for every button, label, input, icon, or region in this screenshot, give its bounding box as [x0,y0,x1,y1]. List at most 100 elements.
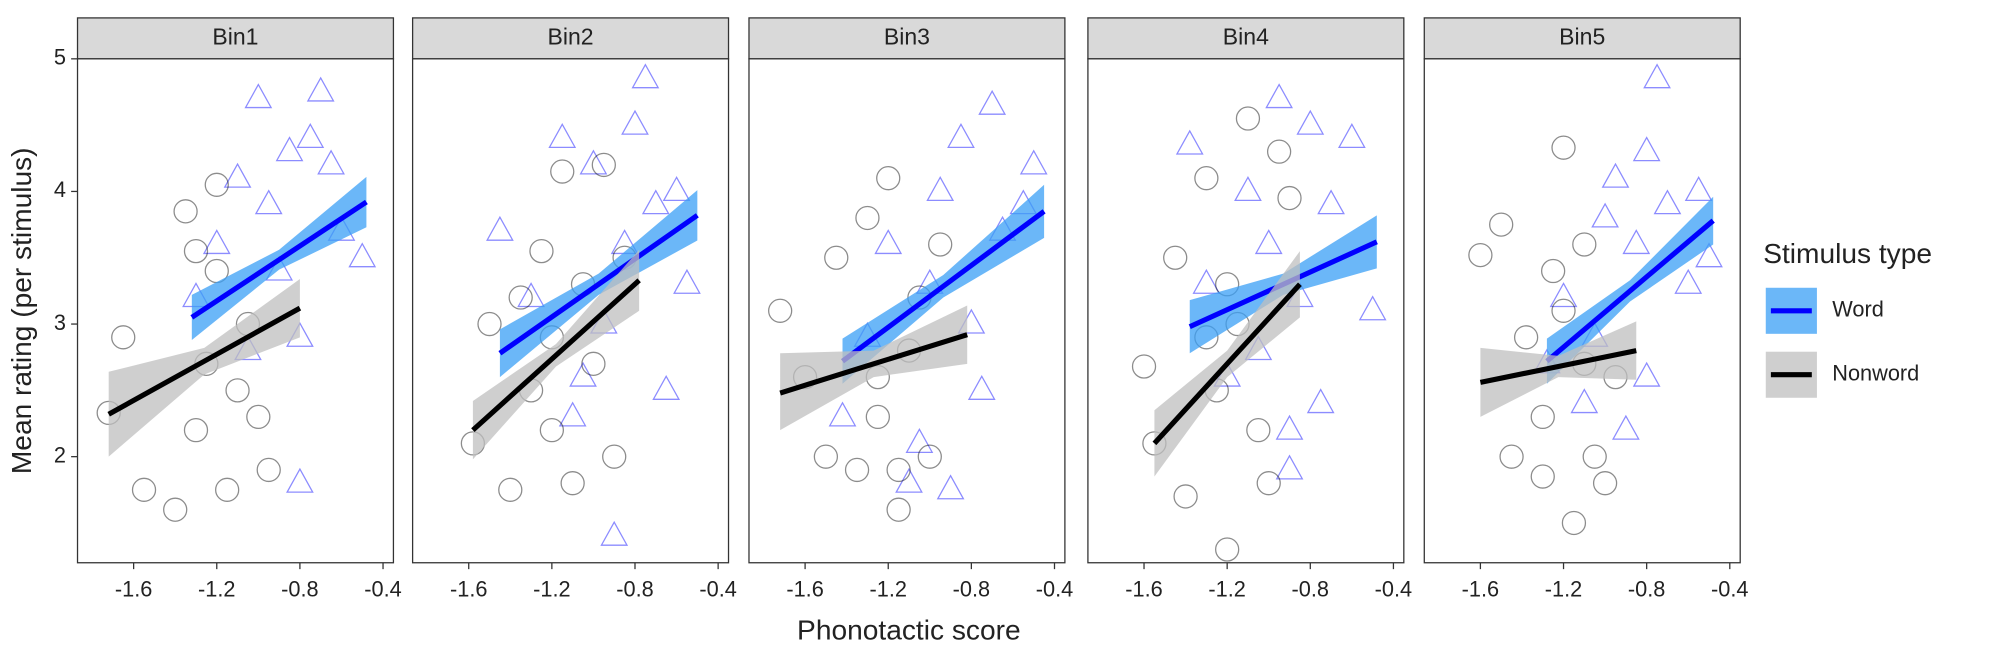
legend-label: Word [1832,297,1884,322]
confidence-band [108,278,300,457]
nonword-point [529,238,554,264]
word-point [978,89,1007,115]
nonword-point [246,404,271,430]
word-point [1549,282,1578,308]
panel-border [1087,58,1405,564]
word-point [1653,189,1682,215]
nonword-point [876,166,901,191]
word-point [486,215,514,241]
x-tick-label: -0.4 [1036,577,1073,602]
plot-content [768,89,1048,522]
fit-line [498,213,699,356]
nonword-point [581,351,606,376]
plot-content [1468,63,1723,536]
word-point [1612,414,1640,440]
nonword-point [1235,106,1261,131]
panel-border [411,58,730,564]
word-point [1591,202,1619,228]
x-tick-label: -0.8 [616,577,653,602]
nonword-point [1551,298,1576,323]
nonword-point [813,444,839,469]
y-tick-label: 4 [54,177,66,202]
x-tick-label: -0.4 [1711,577,1748,602]
word-point [1643,63,1671,89]
word-point [1234,176,1262,202]
word-point [967,374,996,400]
x-tick-label: -0.8 [1292,577,1329,602]
x-tick-label: -1.2 [1545,577,1582,602]
y-tick-label: 2 [54,442,66,467]
word-point [1019,149,1048,175]
nonword-point [917,444,942,469]
word-point [652,374,681,400]
nonword-point [591,152,616,178]
word-point [254,189,283,215]
y-axis-label: Mean rating (per stimulus) [6,147,37,474]
word-point [1337,123,1366,148]
nonword-point [824,245,849,270]
word-point [286,467,314,493]
nonword-point [1194,166,1219,191]
word-point [244,83,273,109]
word-point [558,401,587,427]
word-point [1275,414,1304,440]
x-tick-label: -1.6 [450,577,487,602]
word-point [548,123,577,148]
y-tick-label: 3 [54,310,66,335]
word-point [348,242,377,268]
nonword-point [204,172,229,197]
word-point [895,467,923,493]
word-point [1317,189,1345,215]
word-point [874,229,903,255]
nonword-point [928,232,953,257]
word-point [926,176,955,202]
word-point [517,282,545,308]
nonword-point [1173,484,1198,509]
word-point [579,149,608,175]
word-point [1570,388,1599,414]
strip [76,17,395,60]
x-tick-label: -1.2 [1208,577,1245,602]
fit-line [1479,348,1637,385]
nonword-point [1551,135,1576,160]
fit-line [471,278,641,433]
panel-title: Bin2 [548,23,594,49]
nonword-point [1256,471,1281,496]
word-point [631,63,660,89]
nonword-point [855,205,880,231]
nonword-point [215,477,240,502]
strip [1087,17,1405,60]
fit-line [107,305,302,417]
x-tick-label: -1.6 [115,577,152,602]
nonword-point [1561,510,1587,536]
nonword-point [560,471,585,496]
nonword-point [111,325,136,350]
word-point [1695,242,1723,268]
x-tick-label: -0.8 [953,577,990,602]
nonword-point [539,417,565,443]
nonword-point [768,298,793,323]
word-point [1175,129,1204,155]
nonword-point [1489,212,1514,237]
plot-content [460,63,701,546]
y-tick-label: 5 [54,45,66,70]
word-point [1275,454,1304,480]
word-point [202,229,231,255]
x-axis-label: Phonotactic score [797,614,1021,645]
word-point [621,109,649,135]
word-point [569,361,597,387]
x-tick-label: -0.8 [1628,577,1665,602]
nonword-point [256,457,281,483]
panel-title: Bin3 [884,23,930,49]
x-tick-label: -0.4 [364,577,401,602]
x-tick-label: -1.2 [870,577,907,602]
plot-area [1424,58,1741,563]
nonword-point [1131,354,1157,379]
word-point [1254,229,1283,255]
nonword-point [131,477,157,502]
word-point [296,123,325,148]
nonword-point [498,477,523,502]
word-point [1674,268,1703,294]
